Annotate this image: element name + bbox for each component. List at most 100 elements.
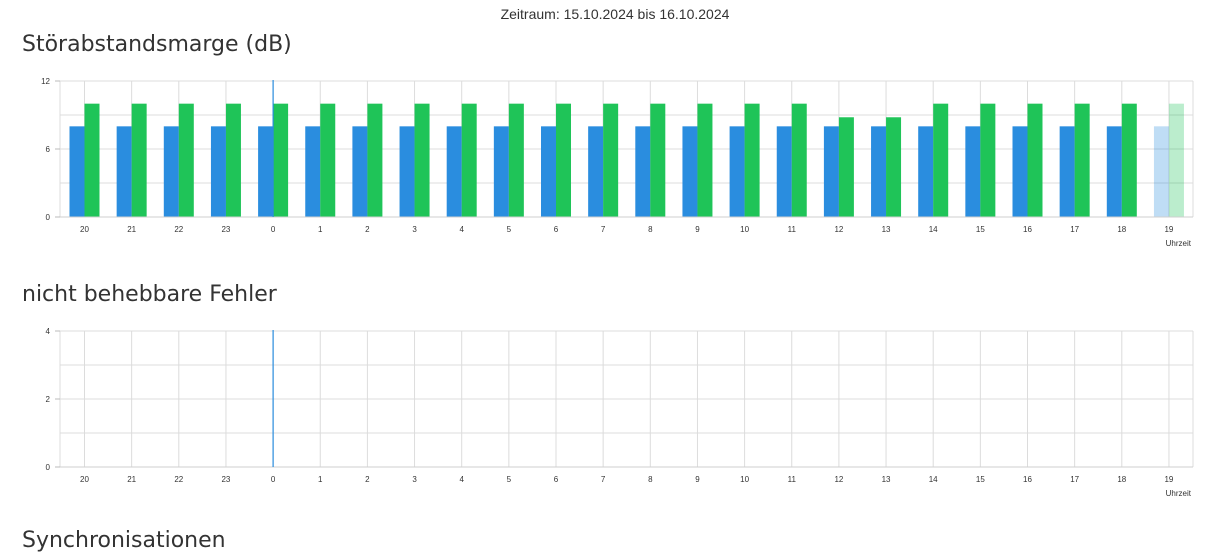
x-tick-label: 6 [554, 475, 559, 484]
x-tick-label: 14 [929, 475, 938, 484]
bar-green [791, 103, 807, 217]
x-tick-label: 6 [554, 225, 559, 234]
section-title-uncorrectable-errors: nicht behebbare Fehler [22, 282, 277, 307]
x-tick-label: 22 [174, 475, 183, 484]
bar-blue [588, 126, 604, 217]
x-tick-label: 15 [976, 475, 985, 484]
bar-blue [635, 126, 651, 217]
bar-blue [1106, 126, 1122, 217]
bar-blue [541, 126, 556, 217]
bar-green [556, 103, 571, 217]
y-tick-label: 0 [46, 213, 51, 222]
x-tick-label: 18 [1117, 225, 1126, 234]
x-tick-label: 12 [834, 475, 843, 484]
x-tick-label: 10 [740, 225, 749, 234]
bar-blue [258, 126, 274, 217]
period-label: Zeitraum: 15.10.2024 bis 16.10.2024 [500, 6, 730, 22]
x-tick-label: 23 [221, 225, 230, 234]
y-tick-label: 0 [46, 463, 51, 472]
x-tick-label: 23 [221, 475, 230, 484]
y-tick-label: 4 [46, 327, 51, 336]
x-tick-label: 10 [740, 475, 749, 484]
bar-blue [1059, 126, 1075, 217]
bar-green [367, 103, 383, 217]
x-tick-label: 3 [412, 475, 417, 484]
bar-green [131, 103, 147, 217]
bar-green [320, 103, 336, 217]
bar-blue [493, 126, 509, 217]
y-tick-label: 12 [41, 77, 50, 86]
bar-blue [965, 126, 981, 217]
x-tick-label: 8 [648, 475, 653, 484]
bar-blue [210, 126, 226, 217]
x-tick-label: 7 [601, 225, 606, 234]
bar-green [886, 117, 902, 217]
x-tick-label: 21 [127, 225, 136, 234]
x-tick-label: 7 [601, 475, 606, 484]
bar-green [744, 103, 760, 217]
bar-blue [1153, 126, 1169, 217]
x-tick-label: 15 [976, 225, 985, 234]
bar-green [461, 103, 477, 217]
bar-green [603, 103, 619, 217]
x-tick-label: 9 [695, 475, 700, 484]
y-tick-label: 6 [46, 145, 51, 154]
x-tick-label: 8 [648, 225, 653, 234]
bar-green [1027, 103, 1043, 217]
x-tick-label: 17 [1070, 225, 1079, 234]
x-tick-label: 19 [1164, 475, 1173, 484]
bar-blue [918, 126, 934, 217]
x-tick-label: 19 [1164, 225, 1173, 234]
bar-blue [69, 126, 85, 217]
x-tick-label: 11 [788, 225, 797, 234]
bar-green [1168, 103, 1184, 217]
bar-blue [823, 126, 839, 217]
x-tick-label: 4 [459, 475, 464, 484]
y-tick-label: 2 [46, 395, 51, 404]
bar-blue [116, 126, 132, 217]
x-tick-label: 5 [507, 225, 512, 234]
x-tick-label: 1 [318, 475, 323, 484]
bar-blue [446, 126, 462, 217]
bar-green [1121, 103, 1137, 217]
x-tick-label: 5 [507, 475, 512, 484]
bar-green [980, 103, 996, 217]
x-tick-label: 20 [80, 225, 89, 234]
bar-green [225, 103, 241, 217]
x-tick-label: 21 [127, 475, 136, 484]
x-tick-label: 0 [271, 225, 276, 234]
x-tick-label: 16 [1023, 225, 1032, 234]
bar-blue [682, 126, 698, 217]
bar-green [508, 103, 524, 217]
bar-green [178, 103, 194, 217]
bar-green [414, 103, 430, 217]
bar-green [697, 103, 713, 217]
x-tick-label: 22 [174, 225, 183, 234]
x-tick-label: 11 [788, 475, 797, 484]
x-tick-label: 2 [365, 475, 370, 484]
x-axis-label: Uhrzeit [1166, 239, 1192, 248]
bar-blue [729, 126, 745, 217]
bar-blue [399, 126, 415, 217]
bar-blue [352, 126, 368, 217]
x-tick-label: 12 [834, 225, 843, 234]
x-tick-label: 14 [929, 225, 938, 234]
bar-green [933, 103, 949, 217]
bar-blue [163, 126, 179, 217]
bar-green [84, 103, 100, 217]
x-tick-label: 1 [318, 225, 323, 234]
x-tick-label: 13 [882, 225, 891, 234]
section-title-synchronizations: Synchronisationen [22, 528, 226, 553]
x-tick-label: 18 [1117, 475, 1126, 484]
bar-blue [871, 126, 887, 217]
bar-green [273, 103, 289, 217]
bar-blue [305, 126, 321, 217]
x-tick-label: 20 [80, 475, 89, 484]
bar-green [838, 117, 854, 217]
bar-green [650, 103, 666, 217]
section-title-snr-margin: Störabstandsmarge (dB) [22, 32, 292, 57]
bar-green [1074, 103, 1090, 217]
x-tick-label: 0 [271, 475, 276, 484]
